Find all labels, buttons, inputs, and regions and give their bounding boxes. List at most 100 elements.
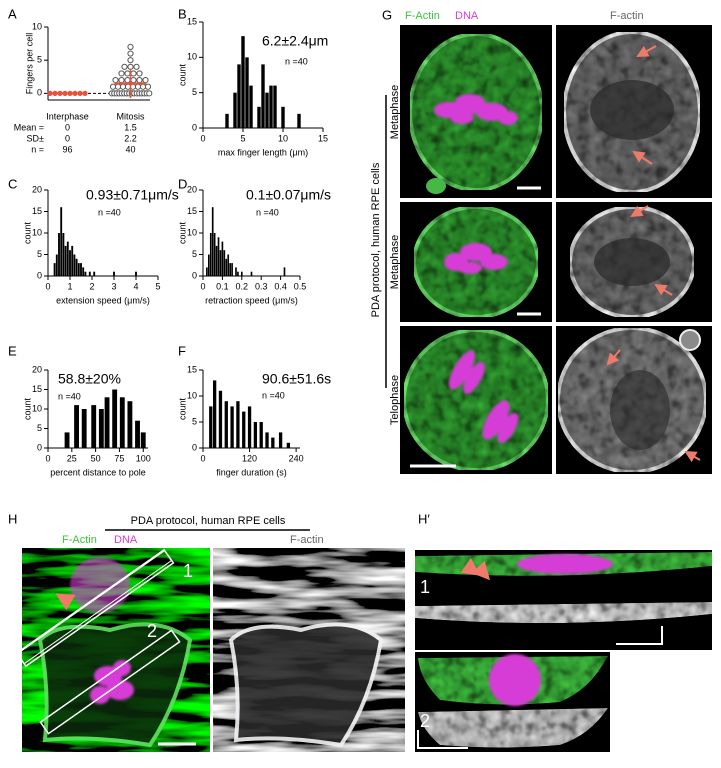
arrow <box>55 593 76 611</box>
y-tick-label: 15 <box>187 364 197 374</box>
bar <box>88 271 91 276</box>
bar <box>209 233 212 276</box>
stat-value: 1.5 <box>124 122 137 132</box>
bar <box>211 207 214 276</box>
side-label: PDA protocol, human RPE cells <box>370 162 382 317</box>
bar <box>225 258 228 276</box>
y-tick-label: 5 <box>37 55 42 65</box>
x-tick-label: 0.5 <box>294 281 307 291</box>
panel-label: C <box>8 176 17 191</box>
channel-label: DNA <box>114 534 138 546</box>
panel-label: H′ <box>418 511 430 526</box>
y-tick-label: 10 <box>187 227 197 237</box>
bar <box>247 406 252 448</box>
x-tick-label: 120 <box>242 453 257 463</box>
arrow <box>654 283 673 296</box>
bar <box>219 250 222 276</box>
panel-title: PDA protocol, human RPE cells <box>131 515 286 527</box>
bar <box>237 271 239 276</box>
x-axis-label: percent distance to pole <box>50 467 146 477</box>
y-tick-label: 20 <box>32 364 42 374</box>
cell-profile <box>415 602 712 624</box>
stat-value: 96 <box>62 144 72 154</box>
dot <box>119 83 127 90</box>
stat-label: n = <box>31 144 44 154</box>
y-tick-label: 5 <box>192 416 197 426</box>
bar <box>223 250 226 276</box>
bar <box>60 207 63 276</box>
dot <box>136 76 143 84</box>
x-tick-label: 10 <box>278 133 288 143</box>
y-tick-label: 0 <box>37 442 42 452</box>
arrow <box>630 205 649 218</box>
x-tick-label: 1 <box>67 281 72 291</box>
bar <box>66 241 69 276</box>
x-tick-label: 0 <box>45 453 50 463</box>
bar <box>127 401 133 448</box>
n-label: n =40 <box>58 391 81 401</box>
bar <box>74 405 79 448</box>
dot <box>142 76 149 84</box>
bar <box>209 406 213 448</box>
bar <box>269 85 273 128</box>
cell <box>402 328 550 472</box>
y-axis-label: count <box>22 221 32 244</box>
bar <box>80 263 82 276</box>
dot <box>133 63 140 70</box>
bar <box>58 233 60 276</box>
bar <box>249 85 253 128</box>
x-tick-label: 0.2 <box>236 281 249 291</box>
y-tick-label: 5 <box>192 249 197 259</box>
row-label: Metaphase <box>389 85 401 139</box>
x-tick-label: 0 <box>45 281 50 291</box>
channel-label: DNA <box>455 10 479 22</box>
roi-label: 1 <box>183 561 193 581</box>
bar <box>231 263 233 276</box>
x-axis-label: extension speed (μm/s) <box>56 295 150 305</box>
bar <box>104 397 110 448</box>
bar <box>283 267 286 276</box>
cell-center <box>610 370 670 450</box>
scale-bar <box>417 730 468 749</box>
y-tick-label: 5 <box>37 423 42 433</box>
x-tick-label: 0.3 <box>255 281 268 291</box>
bar <box>261 64 265 128</box>
cell-center <box>594 238 670 286</box>
x-tick-label: 240 <box>289 453 304 463</box>
bar <box>77 263 80 276</box>
n-label: n =40 <box>262 390 285 400</box>
bar <box>84 271 87 276</box>
bar <box>213 233 216 276</box>
roi-box <box>16 549 173 665</box>
dot <box>146 90 153 97</box>
stat-value: 2.2 <box>124 133 137 143</box>
x-axis-label: retraction speed (μm/s) <box>205 295 298 305</box>
y-tick-label: 10 <box>32 403 42 413</box>
bar <box>64 245 67 276</box>
x-axis-label: finger duration (s) <box>216 467 287 477</box>
dot <box>130 76 137 84</box>
x-axis-label: max finger length (μm) <box>218 147 308 157</box>
bar <box>250 271 253 276</box>
x-tick-label: 0.4 <box>274 281 287 291</box>
y-tick-label: 5 <box>37 249 42 259</box>
dot <box>82 90 88 96</box>
stat-value: 0 <box>65 133 70 143</box>
bar <box>113 271 115 276</box>
y-tick-label: 10 <box>32 227 42 237</box>
bar <box>265 92 269 128</box>
bar <box>135 420 140 448</box>
arrow <box>684 451 701 463</box>
bar <box>218 390 223 448</box>
cell <box>412 205 540 319</box>
dot <box>139 83 147 90</box>
y-tick-label: 15 <box>187 206 197 216</box>
bar <box>93 271 96 276</box>
roi-box <box>39 629 181 735</box>
x-tick-label: 100 <box>136 453 151 463</box>
bar <box>53 263 56 276</box>
bar <box>224 401 228 448</box>
dot <box>127 43 134 51</box>
y-axis-label: count <box>177 63 187 86</box>
